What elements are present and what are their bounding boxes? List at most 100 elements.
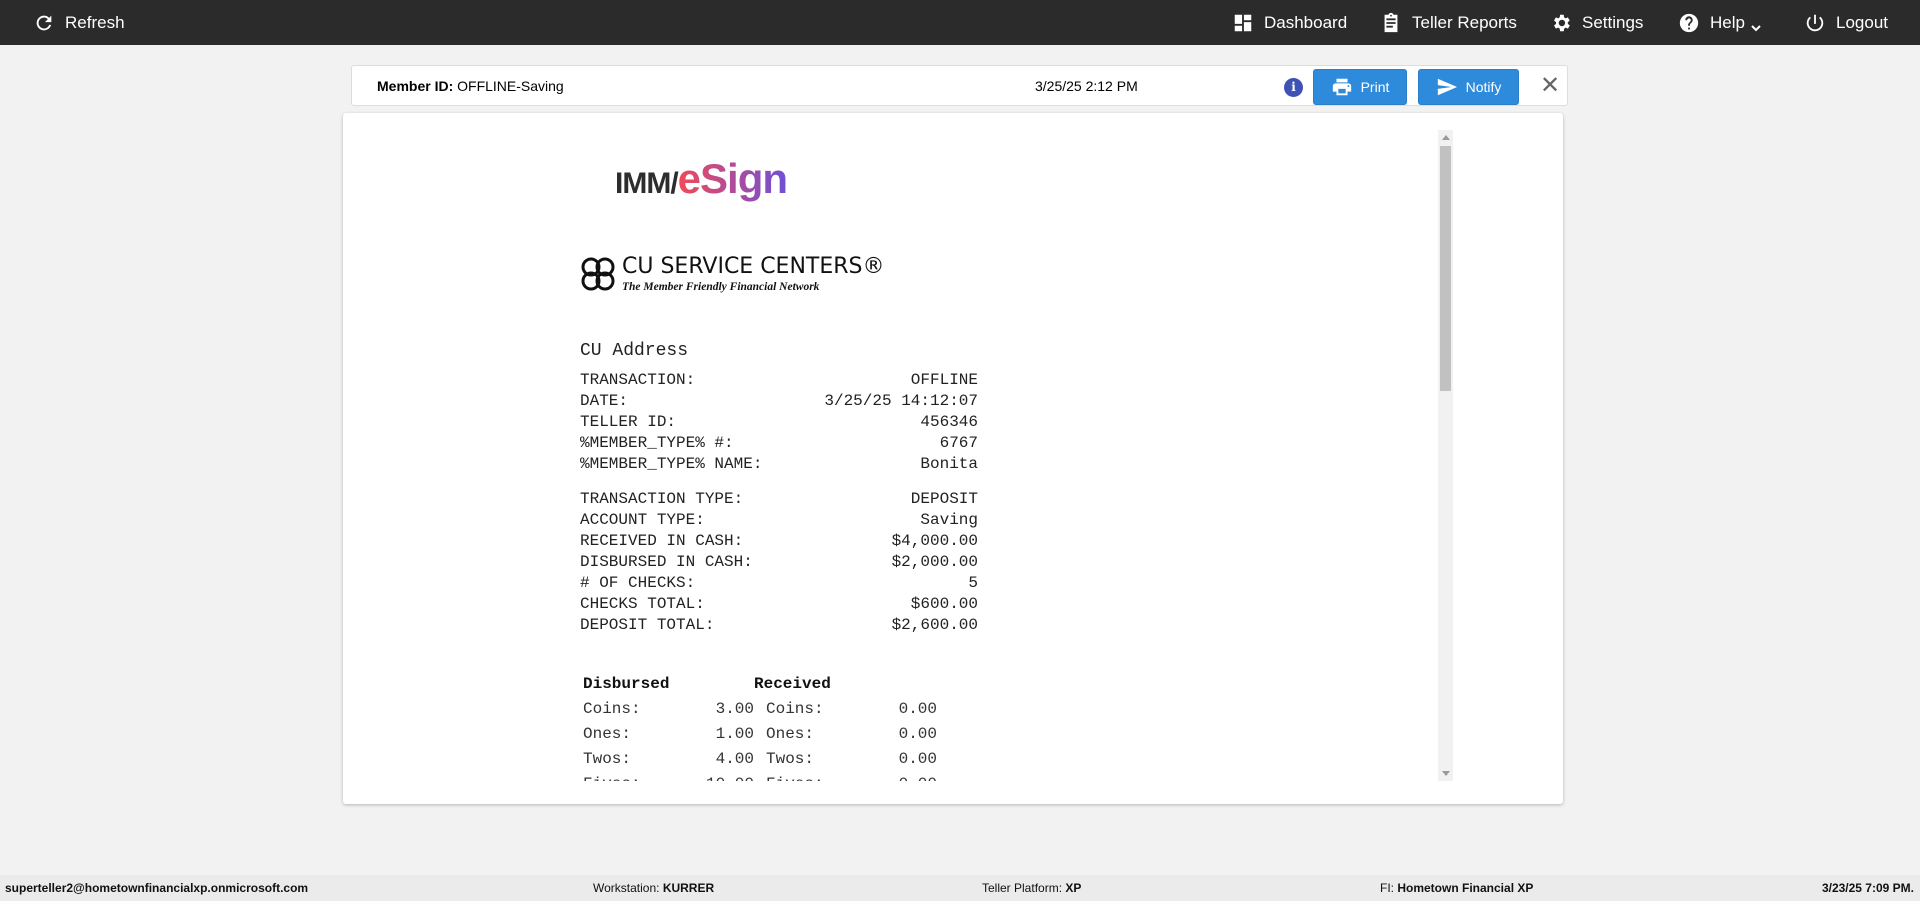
receipt-line: RECEIVED IN CASH: $4,000.00 <box>580 531 978 552</box>
disbursed-label: Twos: <box>583 750 632 768</box>
scroll-up-icon[interactable] <box>1442 135 1450 140</box>
disbursed-value: 1.00 <box>715 725 754 743</box>
receipt-line-value: DEPOSIT <box>910 490 978 508</box>
receipt-line: # OF CHECKS: 5 <box>580 573 978 594</box>
settings-button[interactable]: Settings <box>1550 0 1643 45</box>
status-footer: superteller2@hometownfinancialxp.onmicro… <box>0 875 1920 901</box>
receipt-line-label: TRANSACTION TYPE: <box>580 490 744 508</box>
footer-platform: Teller Platform: XP <box>982 881 1082 895</box>
disbursed-label: Coins: <box>583 700 641 718</box>
receipt-line: DEPOSIT TOTAL: $2,600.00 <box>580 615 978 636</box>
receipt-line-value: $4,000.00 <box>891 532 978 550</box>
print-label: Print <box>1360 79 1390 95</box>
receipt-line-value: $2,600.00 <box>891 616 978 634</box>
disbursed-value: 4.00 <box>715 750 754 768</box>
receipt-line: DATE: 3/25/25 14:12:07 <box>580 391 978 412</box>
dashboard-icon <box>1234 14 1252 31</box>
receipt-line-label: %MEMBER_TYPE% NAME: <box>580 455 763 473</box>
receipt-line-label: ACCOUNT TYPE: <box>580 511 705 529</box>
cu-logo-name: CU SERVICE CENTERS® <box>622 254 885 279</box>
notify-button[interactable]: Notify <box>1418 69 1519 105</box>
receipt-line-value: $2,000.00 <box>891 553 978 571</box>
logout-button[interactable]: Logout <box>1804 0 1888 45</box>
received-label: Fives: <box>754 772 849 781</box>
receipt-datetime: 3/25/25 2:12 PM <box>1035 78 1138 94</box>
dashboard-button[interactable]: Dashboard <box>1232 0 1347 45</box>
receipt-line-label: DATE: <box>580 392 629 410</box>
receipt-line-value: 6767 <box>939 434 978 452</box>
imm-esign-logo: IMM/eSign <box>615 155 788 202</box>
help-label: Help <box>1710 12 1745 32</box>
receipt-viewport: IMM/eSign CU SERVICE CENTERS® The Member… <box>343 130 1438 781</box>
denomination-table: Disbursed Received Coins: 3.00 Coins: 0.00 On… <box>583 672 937 781</box>
refresh-label: Refresh <box>65 12 125 32</box>
top-nav-bar: Refresh Dashboard Teller Reports Setting… <box>0 0 1920 45</box>
received-header: Received <box>754 675 831 693</box>
received-value: 0.00 <box>849 772 937 781</box>
receipt-line-label: %MEMBER_TYPE% #: <box>580 434 734 452</box>
receipt-line-label: RECEIVED IN CASH: <box>580 532 744 550</box>
received-value: 0.00 <box>898 725 937 743</box>
receipt-line: %MEMBER_TYPE% NAME: Bonita <box>580 454 978 475</box>
receipt-line-label: DISBURSED IN CASH: <box>580 553 753 571</box>
footer-datetime: 3/23/25 7:09 PM. <box>1821 881 1914 895</box>
receipt-line: DISBURSED IN CASH: $2,000.00 <box>580 552 978 573</box>
receipt-line: TELLER ID: 456346 <box>580 412 978 433</box>
send-icon <box>1437 78 1457 96</box>
gear-icon <box>1554 14 1570 31</box>
help-menu-button[interactable]: Help <box>1678 0 1761 45</box>
receipt-line-label: TRANSACTION: <box>580 371 696 389</box>
dashboard-label: Dashboard <box>1264 12 1348 32</box>
receipt-line-value: 5 <box>968 574 978 592</box>
footer-fi: FI: Hometown Financial XP <box>1380 881 1534 895</box>
member-id-label: Member ID: <box>377 78 454 94</box>
info-icon[interactable]: i <box>1284 78 1303 97</box>
disbursed-label: Ones: <box>583 725 632 743</box>
received-value: 0.00 <box>898 750 937 768</box>
receipt-line-value: 456346 <box>920 413 978 431</box>
refresh-button[interactable]: Refresh <box>33 0 125 45</box>
received-label: Ones: <box>766 725 815 743</box>
scroll-down-icon[interactable] <box>1442 771 1450 776</box>
cu-address: CU Address <box>580 341 689 361</box>
disbursed-label: Fives: <box>583 772 666 781</box>
notify-label: Notify <box>1465 79 1502 95</box>
member-id: Member ID: OFFLINE-Saving <box>377 78 564 94</box>
printer-icon <box>1332 78 1351 96</box>
denomination-row: Fives:10.00Fives:0.00 <box>583 772 937 781</box>
clipboard-icon <box>1384 12 1398 32</box>
scrollbar-thumb[interactable] <box>1440 146 1451 391</box>
settings-label: Settings <box>1582 12 1644 32</box>
cu-logo-tagline: The Member Friendly Financial Network <box>622 281 820 293</box>
denomination-row: Ones: 1.00 Ones: 0.00 <box>583 722 937 747</box>
footer-workstation: Workstation: KURRER <box>593 881 715 895</box>
receipt-line-label: CHECKS TOTAL: <box>580 595 705 613</box>
teller-reports-button[interactable]: Teller Reports <box>1380 0 1517 45</box>
cu-service-centers-logo: CU SERVICE CENTERS® The Member Friendly … <box>578 254 885 294</box>
receipt-line: CHECKS TOTAL: $600.00 <box>580 594 978 615</box>
disbursed-value: 3.00 <box>715 700 754 718</box>
close-icon[interactable]: ✕ <box>1540 72 1561 99</box>
teller-reports-label: Teller Reports <box>1412 12 1517 32</box>
received-value: 0.00 <box>898 700 937 718</box>
receipt-line-value: Bonita <box>920 455 978 473</box>
chevron-down-icon <box>1751 18 1761 31</box>
footer-user: superteller2@hometownfinancialxp.onmicro… <box>5 881 309 895</box>
receipt-header: Member ID: OFFLINE-Saving 3/25/25 2:12 P… <box>351 65 1568 106</box>
receipt-line-value: Saving <box>920 511 978 529</box>
receipt-line: %MEMBER_TYPE% #: 6767 <box>580 433 978 454</box>
receipt-body: CU Address TRANSACTION: OFFLINE DATE: 3/25/… <box>580 340 978 636</box>
print-button[interactable]: Print <box>1313 69 1407 105</box>
receipt-line-value: 3/25/25 14:12:07 <box>824 392 978 410</box>
logout-label: Logout <box>1836 12 1888 32</box>
received-label: Coins: <box>766 700 824 718</box>
receipt-line: TRANSACTION: OFFLINE <box>580 370 978 391</box>
receipt-scrollbar[interactable] <box>1438 130 1453 781</box>
receipt-line-label: DEPOSIT TOTAL: <box>580 616 715 634</box>
power-icon <box>1806 14 1824 31</box>
denomination-header: Disbursed Received <box>583 672 937 697</box>
receipt-document: IMM/eSign CU SERVICE CENTERS® The Member… <box>343 113 1563 804</box>
receipt-line-label: TELLER ID: <box>580 413 677 431</box>
denomination-row: Twos: 4.00 Twos: 0.00 <box>583 747 937 772</box>
receipt-line: TRANSACTION TYPE: DEPOSIT <box>580 489 978 510</box>
